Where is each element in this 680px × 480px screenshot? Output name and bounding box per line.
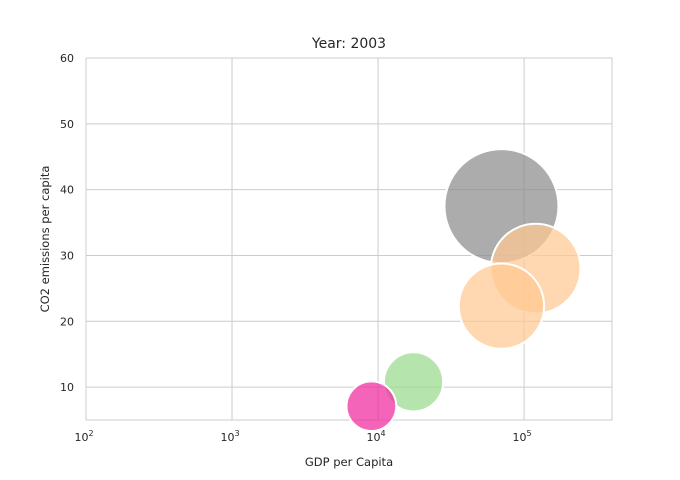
y-tick-label: 10 bbox=[60, 381, 74, 394]
bubble-point bbox=[457, 262, 546, 350]
bubble-point bbox=[382, 351, 445, 413]
y-axis-label: CO2 emissions per capita bbox=[38, 166, 52, 313]
y-tick-label: 40 bbox=[60, 184, 74, 197]
x-tick-label: 103 bbox=[220, 429, 239, 444]
y-tick-label: 30 bbox=[60, 249, 74, 262]
x-tick-label: 105 bbox=[513, 429, 532, 444]
bubbles-layer bbox=[345, 148, 582, 433]
bubble-point bbox=[345, 380, 398, 433]
x-tick-label: 102 bbox=[74, 429, 93, 444]
x-tick-labels: 102 103 104 105 bbox=[74, 429, 531, 444]
y-tick-labels: 10 20 30 40 50 60 bbox=[60, 52, 74, 394]
chart-title: Year: 2003 bbox=[311, 36, 386, 52]
y-tick-label: 60 bbox=[60, 52, 74, 65]
y-tick-label: 20 bbox=[60, 315, 74, 328]
x-tick-label: 104 bbox=[367, 429, 386, 444]
x-axis-label: GDP per Capita bbox=[305, 455, 393, 469]
y-tick-label: 50 bbox=[60, 118, 74, 131]
plot-frame bbox=[85, 57, 613, 421]
